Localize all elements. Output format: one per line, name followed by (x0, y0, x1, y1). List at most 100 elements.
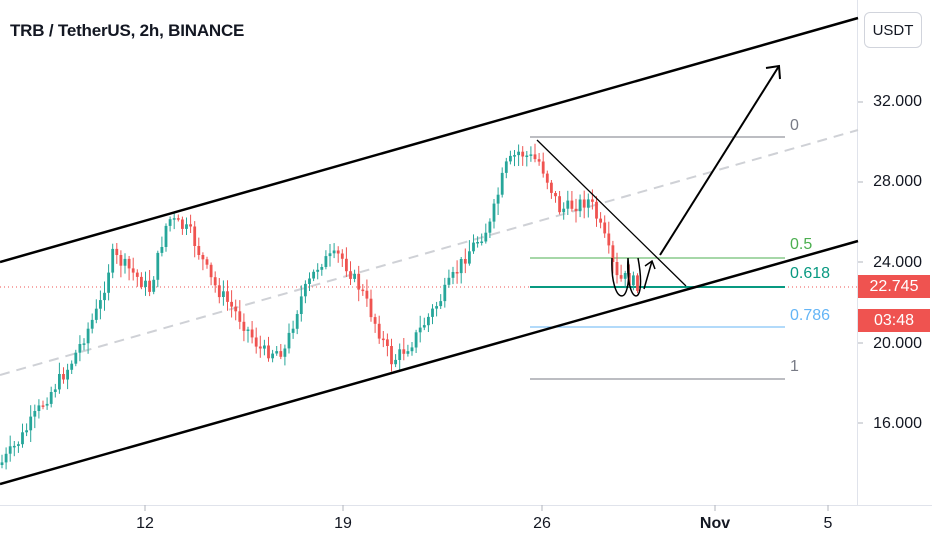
candle-body (422, 325, 426, 328)
candle-body (414, 332, 418, 348)
candle-body (111, 248, 115, 273)
price-label-20: 20.000 (873, 335, 922, 352)
candle-body (70, 363, 74, 370)
candle-body (299, 296, 303, 314)
candle-body (328, 253, 332, 257)
price-label-24: 24.000 (873, 254, 922, 271)
candle-body (435, 306, 438, 309)
candle-body (586, 199, 590, 208)
time-label-19: 19 (334, 515, 352, 532)
candle-body (279, 351, 283, 357)
candle-body (4, 453, 8, 463)
current-price-tag: 22.745 (858, 275, 930, 298)
candle-body (33, 411, 37, 417)
candle-body (25, 430, 28, 433)
candle-body (316, 269, 320, 272)
candle-body (353, 273, 356, 279)
candle-body (357, 273, 361, 290)
candle-body (521, 151, 525, 157)
candle-body (599, 218, 602, 223)
candle-body (472, 242, 475, 252)
candle-body (58, 374, 61, 390)
candle-body (418, 327, 422, 333)
candle-body (562, 208, 566, 213)
candle-body (324, 256, 328, 267)
candle-body (566, 200, 570, 209)
time-label-5: 5 (823, 515, 833, 532)
candle-body (525, 155, 529, 157)
candle-body (230, 301, 233, 307)
candle-body (386, 339, 389, 346)
candle-body (582, 199, 586, 208)
candle-body (373, 317, 377, 324)
downtrend-line[interactable] (536, 139, 687, 287)
candle-body (410, 347, 414, 352)
candle-body (168, 219, 172, 226)
price-label-28: 28.000 (873, 173, 922, 190)
candle-body (492, 203, 496, 222)
candle-body (381, 338, 385, 341)
currency-button[interactable]: USDT (864, 12, 922, 48)
candle-body (439, 301, 443, 307)
candle-body (554, 193, 557, 197)
candle-body (164, 225, 168, 247)
candle-body (636, 275, 639, 291)
candle-body (295, 314, 299, 329)
candle-body (267, 345, 270, 359)
candle-body (152, 279, 156, 292)
candle-body (443, 284, 447, 302)
candle-body (115, 248, 119, 255)
candle-body (480, 241, 484, 243)
candle-body (8, 446, 12, 454)
candle-body (144, 280, 147, 287)
candle-body (402, 349, 406, 354)
candle-body (189, 224, 192, 227)
fib-retracement[interactable] (530, 136, 785, 380)
candle-body (29, 416, 33, 431)
time-label-12: 12 (136, 515, 154, 532)
candle-body (451, 272, 455, 278)
candle-body (86, 328, 90, 344)
candle-body (607, 233, 611, 246)
price-label-32: 32.000 (873, 93, 922, 110)
candle-body (209, 264, 213, 278)
candle-body (193, 226, 197, 246)
candle-body (66, 369, 69, 380)
candle-body (201, 255, 205, 260)
candle-body (611, 245, 615, 262)
channel-lower-line[interactable] (0, 239, 859, 486)
candle-body (365, 290, 369, 299)
candle-body (172, 218, 176, 220)
candle-body (476, 242, 479, 244)
candle-body (361, 289, 365, 292)
candle-body (78, 344, 82, 353)
candle-body (148, 280, 151, 292)
candle-body (603, 222, 607, 234)
candle-body (336, 250, 340, 254)
candle-body (398, 349, 402, 360)
candle-body (222, 291, 225, 297)
symbol-title: TRB / TetherUS, 2h, BINANCE (10, 21, 245, 40)
candle-body (103, 292, 106, 301)
bar-countdown-tag: 03:48 (858, 309, 930, 332)
candle-body (205, 259, 209, 265)
candle-body (459, 259, 463, 274)
time-axis-ticks (144, 505, 829, 511)
candle-body (45, 403, 49, 406)
projection-arrow-icon[interactable] (659, 64, 781, 256)
candle-body (394, 359, 397, 365)
candle-body (246, 329, 250, 331)
candle-body (484, 232, 488, 242)
candle-body (529, 154, 533, 156)
candle-body (53, 389, 57, 392)
candle-body (377, 323, 381, 339)
candle-body (447, 277, 451, 285)
time-label-26: 26 (533, 515, 551, 532)
candle-body (140, 276, 143, 287)
candle-body (217, 285, 221, 298)
fib-label-0: 0 (790, 117, 799, 134)
channel-upper-line[interactable] (0, 16, 859, 264)
candle-body (627, 273, 631, 286)
candle-body (578, 199, 582, 212)
